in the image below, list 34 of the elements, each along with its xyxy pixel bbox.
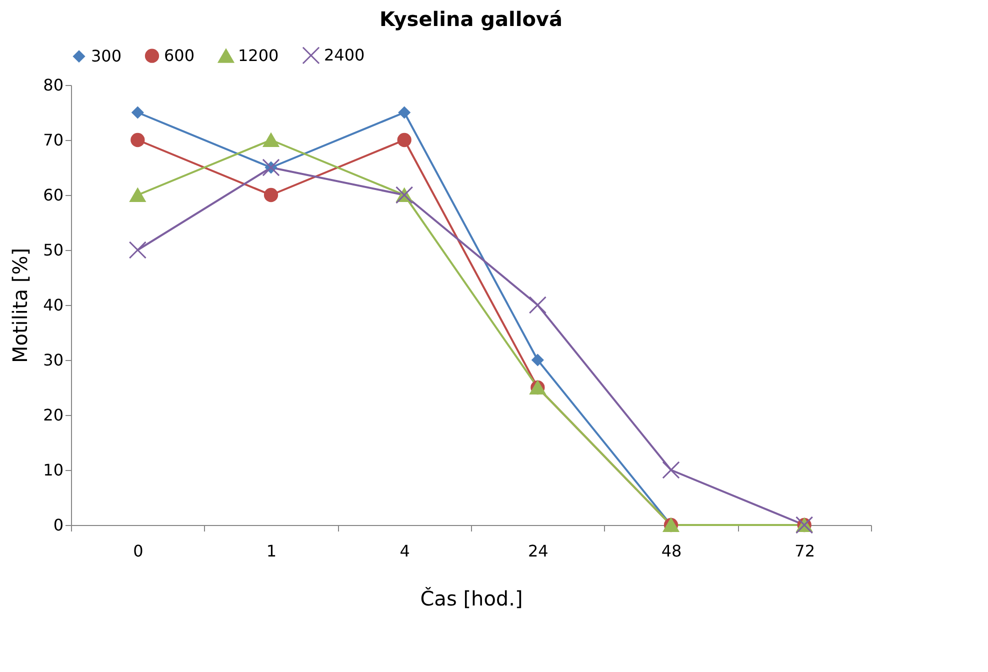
y-tick-label: 10 bbox=[43, 460, 64, 480]
point bbox=[130, 132, 145, 148]
point bbox=[528, 296, 546, 314]
point bbox=[398, 106, 410, 118]
point bbox=[128, 241, 146, 259]
legend-label: 1200 bbox=[238, 46, 279, 65]
point bbox=[532, 354, 544, 366]
y-tick-label: 50 bbox=[43, 240, 64, 260]
point bbox=[132, 106, 144, 118]
legend-label: 300 bbox=[91, 46, 122, 66]
x-tick-label: 72 bbox=[794, 542, 816, 560]
y-axis-title: Motilita [%] bbox=[8, 248, 32, 364]
x-tick-label: 24 bbox=[528, 542, 548, 560]
legend-label: 2400 bbox=[324, 45, 365, 64]
point bbox=[397, 132, 412, 148]
x-axis-title: Čas [hod.] bbox=[420, 586, 523, 610]
y-tick-label: 80 bbox=[43, 76, 64, 94]
y-tick-label: 70 bbox=[43, 130, 64, 150]
y-tick-label: 20 bbox=[43, 406, 64, 424]
y-tick-label: 60 bbox=[43, 186, 64, 204]
x-tick-label: 1 bbox=[266, 542, 277, 560]
y-tick-label: 30 bbox=[43, 350, 64, 370]
y-tick-label: 40 bbox=[43, 296, 64, 314]
x-tick-label: 48 bbox=[661, 542, 682, 560]
point bbox=[130, 188, 146, 202]
point bbox=[662, 461, 680, 479]
y-tick-label: 0 bbox=[53, 516, 64, 534]
x-tick-label: 4 bbox=[400, 542, 410, 560]
point bbox=[263, 132, 279, 148]
x-tick-label: 0 bbox=[133, 542, 144, 560]
legend-label: 600 bbox=[164, 46, 195, 65]
point bbox=[264, 188, 278, 202]
point bbox=[262, 158, 280, 176]
chart-title: Kyselina gallová bbox=[380, 7, 562, 31]
